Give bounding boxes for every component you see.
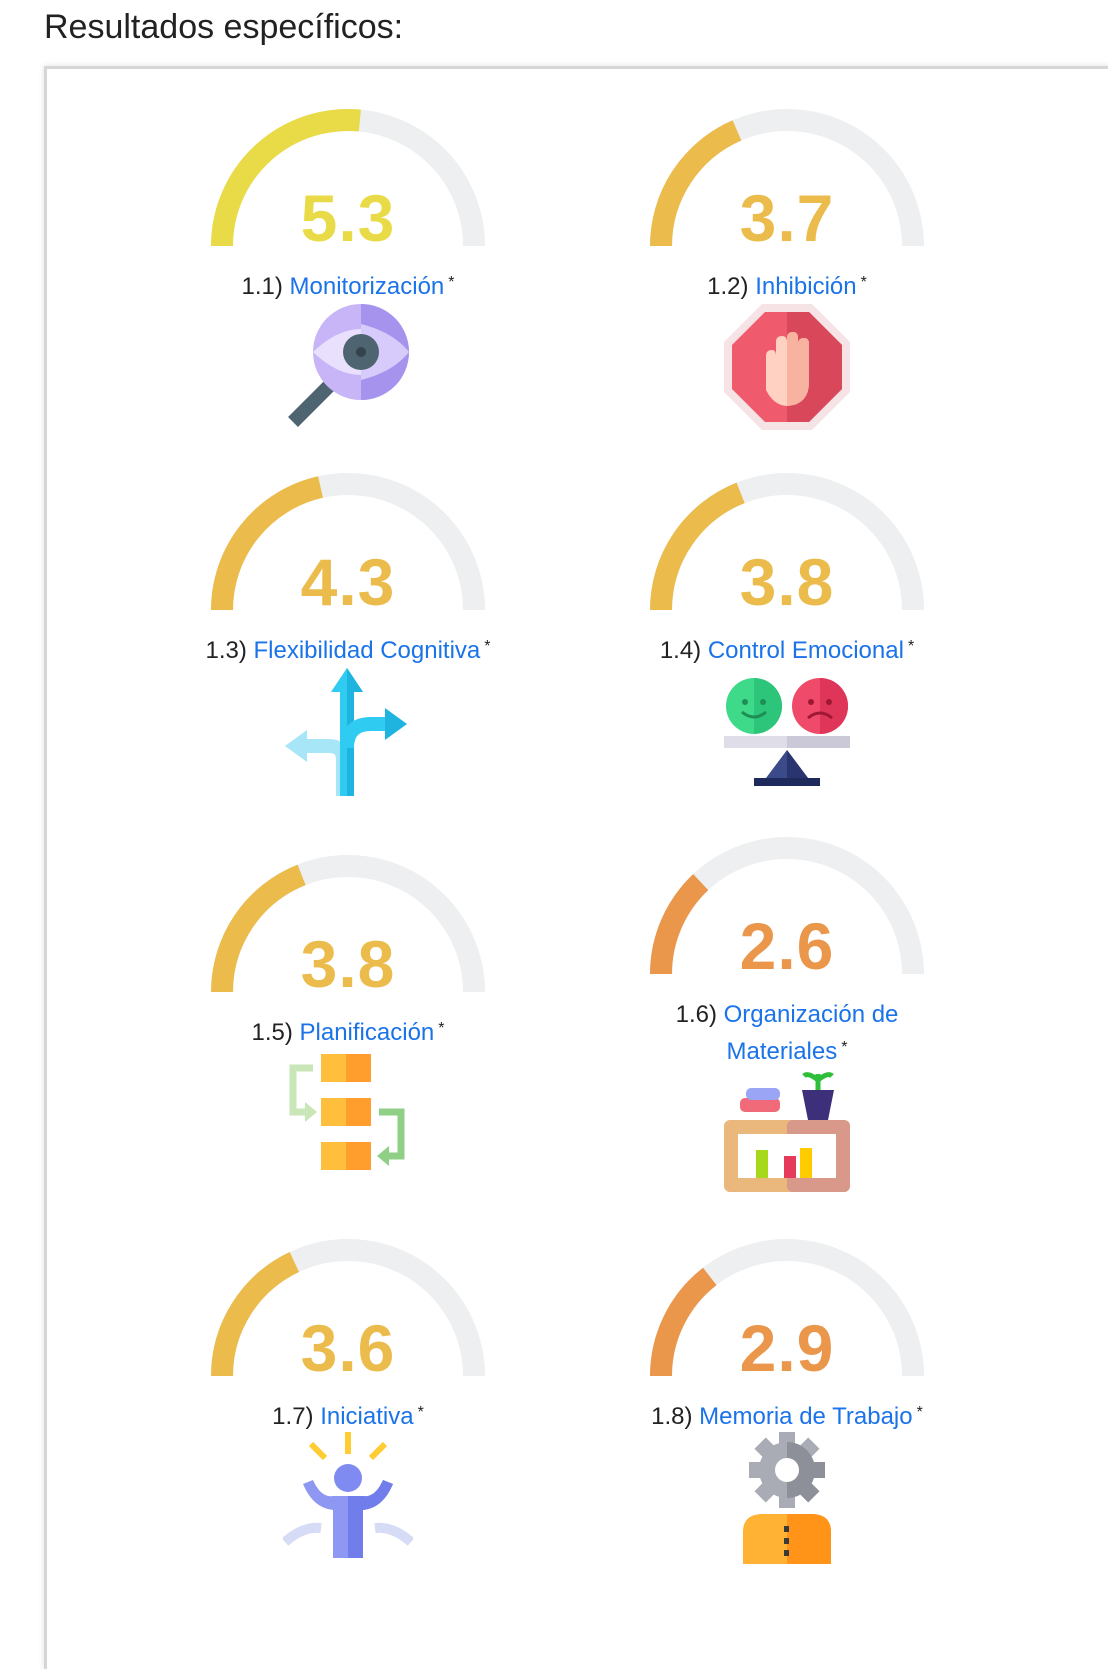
asterisk: * [916, 1404, 923, 1421]
gauge-svg [211, 855, 485, 993]
score-value: 4.3 [300, 545, 396, 619]
planning-blocks-icon [289, 1054, 405, 1170]
result-label: 1.1) Monitorización * [128, 268, 568, 305]
result-number: 1.2) [707, 273, 749, 300]
gauge-fill [211, 109, 361, 247]
result-label: 1.3) Flexibilidad Cognitiva * [128, 632, 568, 669]
person-initiative-icon [283, 1432, 413, 1558]
gauge-svg [650, 837, 924, 975]
gauge-fill [650, 120, 742, 247]
asterisk: * [484, 638, 491, 655]
gauge-svg [650, 473, 924, 611]
gauge-fill [211, 1252, 300, 1377]
gauge-svg [650, 109, 924, 247]
result-card-memoria-de-trabajo: 2.9 1.8) Memoria de Trabajo * [567, 1234, 1007, 1564]
gauge-fill [211, 476, 324, 611]
emotion-balance-icon [724, 678, 850, 786]
result-card-monitorizacion: 5.3 1.1) Monitorización * [128, 104, 568, 434]
result-link-planificacion[interactable]: Planificación [299, 1019, 435, 1046]
result-link-memoria-de-trabajo[interactable]: Memoria de Trabajo [699, 1403, 913, 1430]
result-card-control-emocional: 3.8 1.4) Control Emocional * [567, 468, 1007, 798]
gauge-fill [650, 1267, 717, 1377]
score-value: 2.9 [739, 1311, 835, 1385]
result-link-inhibicion[interactable]: Inhibición [755, 273, 857, 300]
result-link-monitorizacion[interactable]: Monitorización [289, 273, 445, 300]
asterisk: * [417, 1404, 424, 1421]
result-label: 1.7) Iniciativa * [128, 1398, 568, 1435]
gauge [567, 104, 1007, 274]
gauge [567, 1234, 1007, 1404]
result-link-control-emocional[interactable]: Control Emocional [707, 637, 904, 664]
score-value: 3.7 [739, 181, 835, 255]
gauge [567, 468, 1007, 638]
results-panel [44, 66, 1108, 1669]
shelf-materials-icon [724, 1072, 850, 1192]
result-label: 1.2) Inhibición * [567, 268, 1007, 305]
score-value: 3.6 [300, 1311, 396, 1385]
result-number: 1.8) [651, 1403, 693, 1430]
result-card-iniciativa: 3.6 1.7) Iniciativa * [128, 1234, 568, 1564]
result-card-planificacion: 3.8 1.5) Planificación * [128, 850, 568, 1180]
result-card-inhibicion: 3.7 1.2) Inhibición * [567, 104, 1007, 434]
result-number: 1.3) [205, 637, 247, 664]
gauge [128, 1234, 568, 1404]
result-link-flexibilidad-cognitiva[interactable]: Flexibilidad Cognitiva [253, 637, 481, 664]
score-value: 3.8 [739, 545, 835, 619]
gear-memory-icon [743, 1432, 831, 1564]
result-number: 1.6) [675, 1001, 717, 1028]
result-label: 1.5) Planificación * [128, 1014, 568, 1051]
gauge [128, 104, 568, 274]
result-link-iniciativa[interactable]: Iniciativa [320, 1403, 414, 1430]
asterisk: * [438, 1020, 445, 1037]
gauge-fill [650, 874, 709, 975]
result-number: 1.1) [241, 273, 283, 300]
asterisk: * [841, 1039, 848, 1056]
score-value: 3.8 [300, 927, 396, 1001]
gauge-svg [211, 1239, 485, 1377]
split-arrows-icon [285, 668, 407, 796]
stop-hand-icon [724, 304, 850, 430]
score-value: 2.6 [739, 909, 835, 983]
gauge-svg [211, 109, 485, 247]
score-value: 5.3 [300, 181, 396, 255]
result-card-flexibilidad: 4.3 1.3) Flexibilidad Cognitiva * [128, 468, 568, 798]
result-label: 1.4) Control Emocional * [567, 632, 1007, 669]
asterisk: * [448, 274, 455, 291]
result-label: 1.6) Organización de Materiales * [567, 996, 1007, 1070]
result-number: 1.5) [251, 1019, 293, 1046]
result-number: 1.4) [659, 637, 702, 664]
gauge-fill [211, 864, 306, 993]
gauge [128, 468, 568, 638]
gauge-fill [650, 482, 745, 611]
asterisk: * [860, 274, 867, 291]
result-number: 1.7) [272, 1403, 314, 1430]
gauge [128, 850, 568, 1020]
result-link-organizacion-de-materiales[interactable]: Organización de [723, 1001, 899, 1028]
result-card-organizacion-materiales: 2.6 1.6) Organización de Materiales * [567, 832, 1007, 1202]
result-label: 1.8) Memoria de Trabajo * [567, 1398, 1007, 1435]
asterisk: * [907, 638, 915, 655]
section-heading: Resultados específicos: [44, 8, 404, 46]
gauge-svg [211, 473, 485, 611]
gauge-svg [650, 1239, 924, 1377]
gauge [567, 832, 1007, 1002]
result-link-organizacion-de-materiales-line2[interactable]: Materiales [726, 1038, 838, 1065]
magnifier-eye-icon [288, 304, 409, 427]
